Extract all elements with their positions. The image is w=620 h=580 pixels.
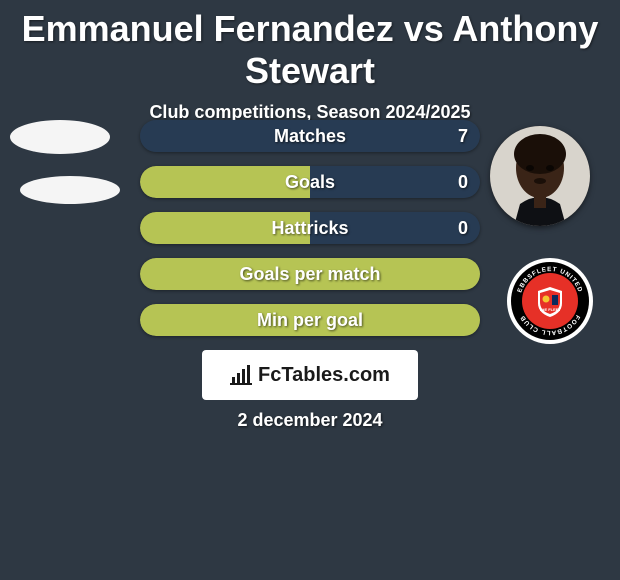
stat-row-goals: Goals 0: [140, 166, 480, 198]
stat-label: Matches: [140, 120, 480, 152]
stat-label: Hattricks: [140, 212, 480, 244]
stats-list: Matches 7 Goals 0 Hattricks 0 Goals per …: [140, 120, 480, 350]
fctables-brand-link[interactable]: FcTables.com: [202, 350, 418, 400]
bar-chart-icon: [230, 365, 252, 385]
stat-row-min-per-goal: Min per goal: [140, 304, 480, 336]
svg-text:THE FLEET: THE FLEET: [539, 307, 561, 312]
brand-label: FcTables.com: [258, 364, 390, 387]
player-left-club-badge: [20, 176, 120, 204]
page-title: Emmanuel Fernandez vs Anthony Stewart: [0, 0, 620, 92]
stat-label: Min per goal: [140, 304, 480, 336]
stat-label: Goals: [140, 166, 480, 198]
stat-row-hattricks: Hattricks 0: [140, 212, 480, 244]
stat-label: Goals per match: [140, 258, 480, 290]
player-right-avatar: [490, 126, 590, 226]
comparison-card: Emmanuel Fernandez vs Anthony Stewart Cl…: [0, 0, 620, 580]
stat-row-matches: Matches 7: [140, 120, 480, 152]
stat-right-value: 0: [458, 166, 468, 198]
date-label: 2 december 2024: [0, 410, 620, 431]
stat-right-value: 7: [458, 120, 468, 152]
player-left-avatar: [10, 120, 110, 154]
stat-row-goals-per-match: Goals per match: [140, 258, 480, 290]
stat-right-value: 0: [458, 212, 468, 244]
player-right-club-badge: EBBSFLEET UNITED FOOTBALL CLUB THE FLEET: [500, 258, 600, 344]
